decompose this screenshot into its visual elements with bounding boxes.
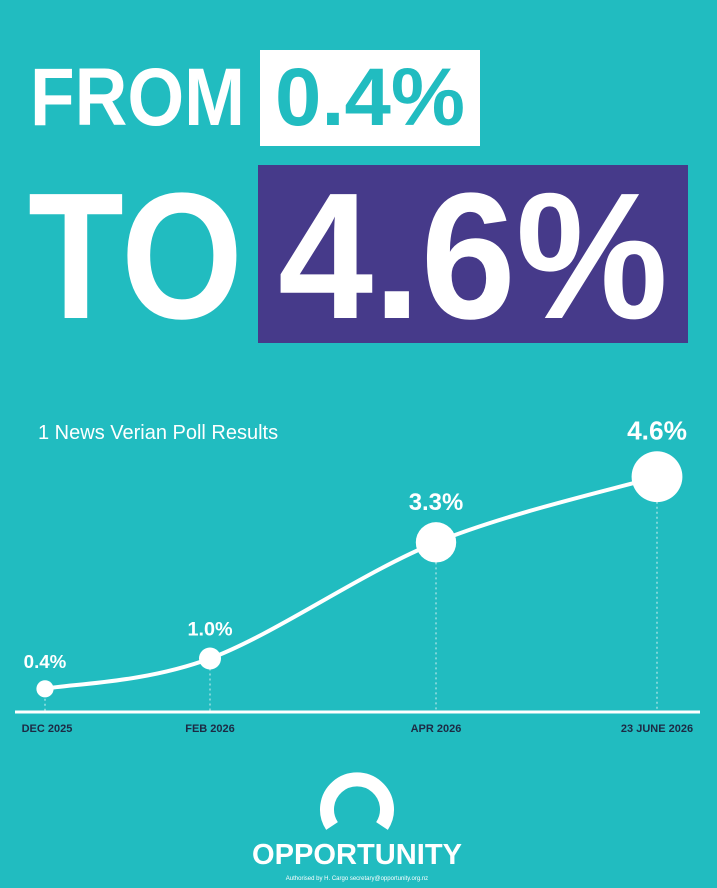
poll-point (415, 522, 457, 563)
headline-from: FROM (30, 52, 245, 143)
poll-line (44, 474, 658, 691)
poll-point (631, 451, 683, 503)
value-label: 1.0% (187, 619, 232, 641)
logo-text: OPPORTUNITY (252, 839, 462, 871)
to-box (258, 165, 688, 343)
x-tick-label: DEC 2025 (22, 723, 73, 735)
from-box (260, 50, 480, 146)
logo (320, 772, 394, 830)
value-label: 0.4% (24, 651, 67, 672)
x-tick-label: APR 2026 (411, 723, 462, 735)
poll-point (36, 680, 54, 698)
headline-to: TO (28, 156, 243, 357)
authorisation: Authorised by H. Cargo secretary@opportu… (286, 876, 428, 882)
value-label: 4.6% (627, 415, 687, 445)
x-tick-label: 23 JUNE 2026 (621, 723, 693, 735)
poll-point (199, 647, 221, 670)
logo-ring (320, 772, 394, 830)
value-label: 3.3% (409, 489, 464, 516)
x-tick-label: FEB 2026 (185, 723, 235, 735)
headline-from-value: 0.4% (275, 52, 465, 143)
headline-to-value: 4.6% (278, 156, 668, 357)
chart-title: 1 News Verian Poll Results (38, 422, 278, 444)
